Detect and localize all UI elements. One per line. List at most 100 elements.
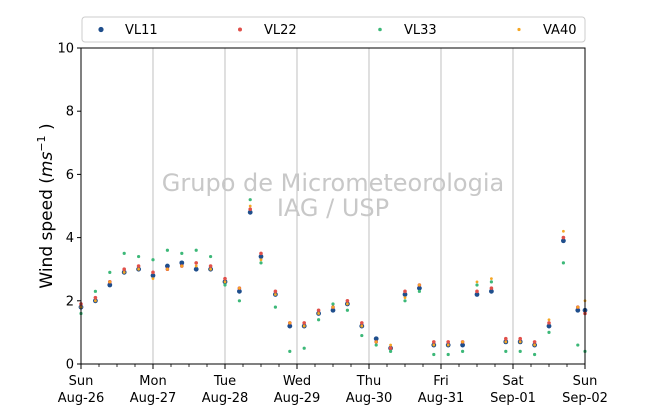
point-VL22-14: [273, 289, 278, 294]
point-VL33-25: [432, 352, 436, 357]
point-VA40-34: [562, 229, 565, 233]
point-VL33-33: [547, 330, 551, 334]
y-axis-label-prefix: Wind speed (: [37, 177, 57, 289]
point-VA40-4: [137, 267, 141, 271]
x-tick-label-day-5: Fri: [433, 374, 449, 389]
point-VA40-19: [346, 302, 349, 306]
x-tick-label-date-0: Aug-26: [58, 391, 105, 406]
point-VA40-28: [475, 280, 479, 284]
point-VL11-34: [561, 238, 566, 244]
point-VL22-4: [136, 264, 141, 268]
x-tick-label-day-0: Sun: [69, 374, 94, 389]
x-tick-label-date-4: Aug-30: [346, 391, 393, 406]
point-VA40-26: [446, 343, 450, 347]
point-VL11-24: [417, 285, 422, 291]
point-VA40-35: [576, 305, 580, 309]
point-VA40-23: [403, 296, 407, 300]
x-tick-label-date-2: Aug-28: [202, 391, 249, 406]
data-points: [78, 198, 588, 357]
y-axis-label-exponent: −1: [35, 135, 48, 151]
point-VL33-5: [151, 258, 155, 262]
vertical-gridlines: [152, 48, 514, 364]
point-VL22-20: [360, 321, 364, 325]
y-axis-label-suffix: ): [37, 123, 57, 135]
point-VA40-16: [302, 324, 306, 328]
point-VA40-11: [238, 286, 241, 290]
point-VL33-29: [489, 280, 493, 284]
watermark-line1: Grupo de Micrometeorologia: [162, 169, 504, 197]
point-VL22-29: [489, 286, 494, 290]
point-VL11-21: [373, 336, 379, 342]
legend-marker-VL22: [238, 27, 242, 32]
y-tick-label-0: 0: [66, 358, 74, 373]
point-VL22-1: [93, 295, 98, 300]
point-VA40-15: [288, 321, 292, 325]
point-VL33-13: [259, 261, 263, 265]
legend-label-VL22: VL22: [264, 23, 297, 38]
point-VL33-1: [93, 289, 97, 293]
point-VA40-2: [108, 280, 112, 284]
point-VL11-12: [247, 209, 253, 215]
point-VL33-18: [331, 302, 335, 306]
point-VL33-23: [403, 299, 407, 303]
point-VL33-6: [165, 248, 169, 252]
y-axis-label-unit: ms: [37, 152, 57, 178]
point-VL22-34: [561, 235, 566, 240]
point-VA40-1: [94, 299, 97, 303]
point-VL33-28: [475, 283, 479, 287]
x-tick-label-date-5: Aug-31: [418, 391, 465, 406]
x-tick-label-day-2: Tue: [213, 374, 236, 389]
point-VA40-18: [331, 305, 335, 309]
legend-label-VL11: VL11: [125, 23, 158, 38]
legend-marker-VL11: [98, 26, 104, 33]
series-VL11: [78, 209, 588, 351]
point-VA40-20: [360, 324, 364, 328]
point-VA40-30: [504, 340, 508, 344]
point-VL11-23: [402, 292, 408, 297]
point-VL33-11: [237, 299, 241, 303]
point-VL33-24: [417, 289, 421, 293]
point-VL33-21: [374, 343, 378, 347]
point-VL11-2: [107, 282, 113, 288]
point-VL22-23: [403, 289, 407, 294]
point-VL33-3: [122, 251, 126, 255]
point-VL22-5: [151, 270, 155, 275]
point-VL11-5: [150, 273, 156, 278]
point-VL33-12: [248, 198, 252, 202]
point-VL22-13: [259, 251, 263, 256]
point-VL11-7: [179, 260, 185, 266]
x-tick-label-date-7: Sep-02: [562, 391, 608, 406]
point-VA40-31: [518, 340, 522, 344]
y-tick-label-2: 2: [66, 294, 74, 309]
point-VL33-15: [288, 349, 292, 353]
legend-marker-VL33: [378, 27, 382, 32]
x-tick-label-day-4: Thu: [356, 374, 381, 389]
point-VL11-28: [474, 292, 480, 297]
y-tick-label-8: 8: [66, 105, 74, 120]
point-VL33-26: [446, 352, 450, 357]
x-tick-label-date-6: Sep-01: [490, 391, 536, 406]
point-VL33-34: [561, 261, 566, 265]
x-axis: Sun Aug-26 Mon Aug-27 Tue Aug-28 Wed Aug-29 Thu A…: [58, 364, 608, 406]
legend-label-VA40: VA40: [543, 23, 577, 38]
y-axis-label: Wind speed (ms−1 ): [35, 123, 57, 288]
point-VA40-27: [461, 340, 464, 344]
point-VL33-17: [317, 318, 321, 322]
point-VL33-16: [302, 346, 306, 350]
point-VL11-18: [330, 307, 336, 313]
point-VL33-8: [194, 248, 198, 252]
legend-marker-VA40: [517, 27, 521, 32]
point-VL22-16: [302, 321, 307, 325]
y-tick-label-10: 10: [57, 42, 74, 57]
point-VA40-12: [248, 204, 252, 208]
point-VL33-22: [389, 349, 393, 353]
y-axis: 0 2 4 6 8 10: [57, 42, 81, 373]
point-VA40-21: [374, 340, 378, 344]
x-tick-label-day-3: Wed: [283, 374, 311, 389]
x-tick-label-day-1: Mon: [139, 374, 166, 389]
point-VL11-11: [237, 288, 242, 294]
point-VA40-17: [317, 312, 320, 315]
x-tick-label-day-7: Sun: [573, 374, 598, 389]
point-VL11-35: [575, 307, 581, 313]
